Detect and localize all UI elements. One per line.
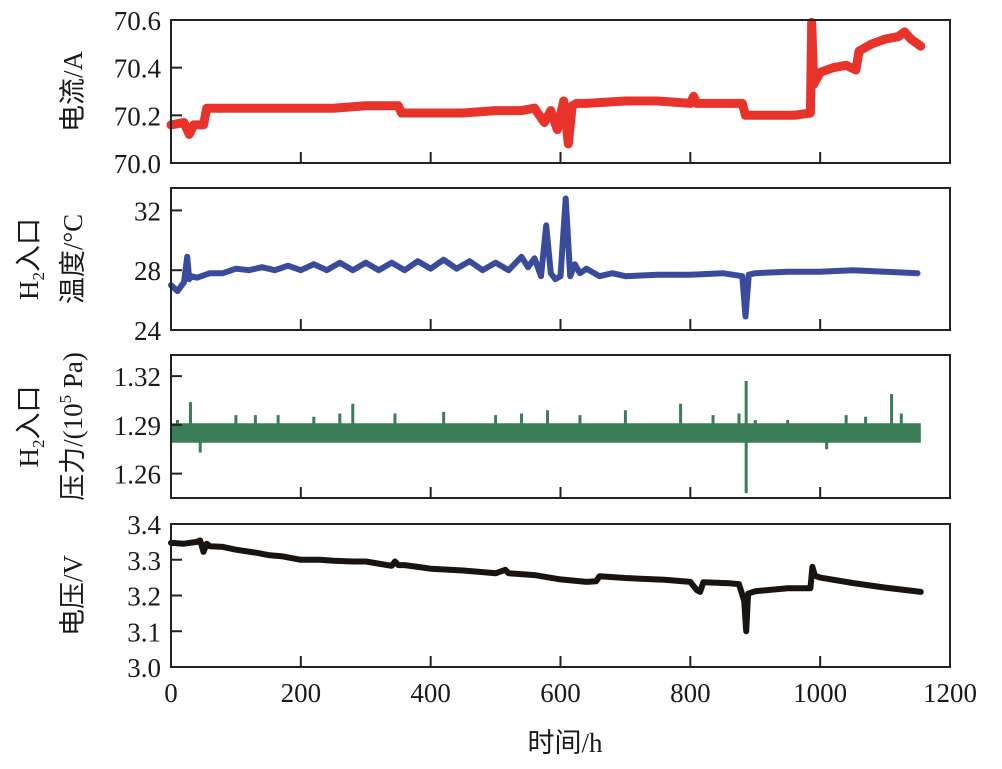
temperature-ylabel-h: H	[14, 281, 44, 301]
current-ticks	[171, 19, 822, 164]
panel-current: 70.0 70.2 70.4 70.6 电流/A	[58, 6, 951, 179]
pressure-ylabel-pa: Pa)	[58, 352, 88, 395]
temperature-series-layer	[168, 195, 921, 320]
panel-pressure: 1.26 1.29 1.32 H2入口 压力/(105 Pa)	[14, 352, 951, 501]
current-ytick-label: 70.6	[114, 6, 161, 36]
temperature-series-line	[168, 195, 921, 320]
voltage-plot-frame	[170, 523, 951, 668]
temperature-ytick-label: 28	[134, 256, 161, 286]
voltage-ytick-label: 3.3	[127, 546, 161, 576]
temperature-ylabel: H2入口	[14, 218, 48, 300]
xtick-label: 0	[164, 678, 178, 708]
x-axis: 0 200 400 600 800 1000 1200 时间/h	[164, 678, 977, 758]
current-series-layer	[166, 17, 926, 149]
current-ytick-label: 70.0	[114, 149, 161, 179]
voltage-series-layer	[168, 537, 924, 635]
pressure-ylabel-exp: 5	[56, 395, 75, 404]
pressure-ylabel-unit: 压力/(10	[58, 403, 88, 501]
pressure-ylabel: H2入口	[14, 386, 48, 468]
pressure-noise-band	[171, 423, 921, 443]
voltage-ytick-label: 3.2	[127, 582, 161, 612]
panel-voltage: 3.0 3.1 3.2 3.3 3.4 电压/V	[58, 510, 951, 683]
voltage-ytick-label: 3.0	[127, 653, 161, 683]
temperature-ylabel-inlet: 入口	[14, 218, 44, 272]
xtick-label: 1200	[923, 678, 977, 708]
temperature-ylabel-sub: 2	[29, 272, 48, 281]
panel-temperature: 24 28 32 H2入口 温度/°C	[14, 187, 951, 346]
pressure-ylabel-inlet: 入口	[14, 386, 44, 440]
voltage-ytick-label: 3.4	[127, 510, 161, 540]
xtick-label: 600	[540, 678, 581, 708]
current-ytick-label: 70.2	[114, 101, 161, 131]
pressure-series-layer	[171, 381, 921, 494]
xtick-label: 800	[670, 678, 711, 708]
current-plot-frame	[170, 19, 951, 164]
temperature-ytick-label: 32	[134, 196, 161, 226]
x-axis-title: 时间/h	[527, 728, 603, 758]
pressure-ylabel-sub: 2	[29, 440, 48, 449]
voltage-series-line	[168, 537, 924, 635]
pressure-ytick-label: 1.32	[114, 362, 161, 392]
pressure-ticks	[171, 375, 822, 498]
xtick-label: 1000	[793, 678, 847, 708]
xtick-label: 400	[410, 678, 451, 708]
voltage-ticks	[171, 523, 822, 668]
current-series-line	[166, 17, 926, 149]
current-ytick-label: 70.4	[114, 54, 162, 84]
temperature-ticks	[171, 209, 822, 331]
pressure-ytick-label: 1.29	[114, 411, 161, 441]
current-ylabel: 电流/A	[58, 50, 88, 132]
temperature-ytick-label: 24	[134, 316, 162, 346]
pressure-ylabel-line2: 压力/(105 Pa)	[56, 352, 88, 501]
pressure-ytick-label: 1.26	[114, 460, 161, 490]
voltage-ytick-label: 3.1	[127, 617, 161, 647]
temperature-ylabel-line2: 温度/°C	[58, 214, 88, 304]
xtick-label: 200	[281, 678, 322, 708]
pressure-ylabel-h: H	[14, 448, 44, 468]
voltage-ylabel: 电压/V	[58, 554, 88, 636]
